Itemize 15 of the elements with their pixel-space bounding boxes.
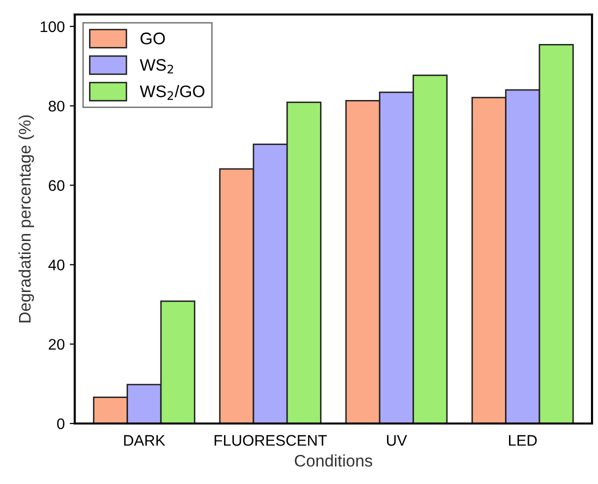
y-tick-label: 20	[48, 338, 64, 350]
y-tick-label: 40	[48, 260, 64, 270]
x-tick-label: DARK	[124, 435, 166, 446]
x-tick-label: UV	[387, 435, 408, 446]
y-axis-title: Degradation percentage (%)	[18, 115, 34, 322]
x-tick-label: LED	[509, 435, 537, 446]
y-tick-label: 0	[57, 418, 64, 430]
legend-label: WS$_{2}$	[140, 59, 174, 74]
legend-label: GO	[140, 32, 165, 44]
legend-label: WS$_{2}$/GO	[140, 85, 204, 100]
y-tick-label: 100	[40, 21, 64, 32]
x-tick-label: FLUORESCENT	[214, 435, 327, 446]
x-axis-title: Conditions	[294, 454, 372, 467]
y-tick-label: 80	[48, 100, 64, 112]
y-tick-label: 60	[48, 180, 64, 191]
